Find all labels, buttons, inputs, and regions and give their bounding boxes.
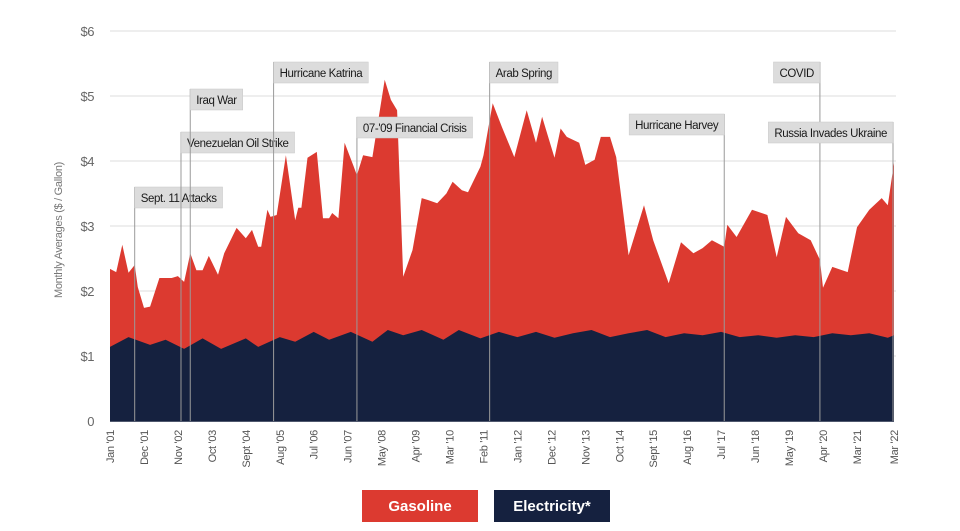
x-tick-label: Aug '16 [682,430,694,465]
annotation: 07-'09 Financial Crisis [356,116,473,421]
annotation-box [768,121,894,144]
x-tick-label: Nov '13 [580,430,592,465]
x-tick-label: Apr '09 [411,430,423,463]
annotation: Venezuelan Oil Strike [180,131,295,421]
x-tick-label: Mar '21 [852,430,864,464]
annotation-label: 07-'09 Financial Crisis [363,123,467,135]
y-tick-label: $2 [81,284,95,299]
annotation-box [773,61,821,84]
annotation-label: Sept. 11 Attacks [141,193,218,205]
annotation-label: Arab Spring [496,68,552,80]
annotation: Arab Spring [489,61,559,421]
legend-electricity: Electricity* [494,490,610,522]
annotation-label: Hurricane Harvey [635,120,719,132]
x-tick-label: Aug '05 [275,430,287,465]
x-tick-label: Oct '03 [207,430,219,463]
annotation-box [134,186,223,209]
x-tick-label: Jul '06 [309,430,321,460]
annotation-label: Venezuelan Oil Strike [187,138,289,150]
annotation-box [273,61,369,84]
y-tick-label: 0 [87,414,94,429]
x-tick-label: Mar '22 [889,430,901,464]
x-tick-label: Mar '10 [445,430,457,464]
legend-gasoline: Gasoline [362,490,478,522]
y-tick-label: $4 [81,154,95,169]
y-tick-label: $6 [81,24,95,39]
annotation-box [356,116,473,139]
annotation: Iraq War [189,88,243,421]
annotation-label: Iraq War [196,95,237,107]
annotation-box [628,113,725,136]
x-tick-label: Sept '04 [241,430,253,468]
x-tick-label: Dec '01 [139,430,151,465]
y-axis-ticks: 0 $1 $2 $3 $4 $5 $6 [81,24,95,429]
annotation: Russia Invades Ukraine [768,121,894,421]
annotation-box [489,61,559,84]
x-tick-label: May '08 [377,430,389,466]
x-axis-ticks: Jan '01 Dec '01 Nov '02 Oct '03 Sept '04 Aug … [105,430,901,468]
chart: Sept. 11 Attacks Venezuelan Oil Strike Ira… [53,24,901,468]
x-tick-label: Nov '02 [173,430,185,465]
x-tick-label: Apr '20 [818,430,830,463]
y-tick-label: $3 [81,219,95,234]
annotations: Sept. 11 Attacks Venezuelan Oil Strike Ira… [134,61,894,421]
x-tick-label: Feb '11 [478,430,490,464]
electricity-area [110,330,894,421]
annotation: Hurricane Harvey [628,113,725,421]
annotation: Sept. 11 Attacks [134,186,223,421]
annotation-box [190,88,243,111]
x-tick-label: Jul '17 [716,430,728,460]
annotation-label: Russia Invades Ukraine [774,128,887,140]
x-tick-label: Jun '18 [750,430,762,463]
y-tick-label: $5 [81,89,95,104]
annotation-box [180,131,295,154]
y-tick-label: $1 [81,349,95,364]
x-tick-label: Jan '12 [512,430,524,463]
x-tick-label: May '19 [784,430,796,466]
y-axis-label: Monthly Averages ($ / Gallon) [53,162,65,298]
x-tick-label: Dec '12 [546,430,558,465]
series-areas [110,79,894,422]
x-tick-label: Jan '01 [105,430,117,463]
x-tick-label: Jun '07 [343,430,355,463]
annotation: Hurricane Katrina [273,61,369,421]
x-tick-label: Sept '15 [648,430,660,468]
annotation-label: Hurricane Katrina [280,68,364,80]
annotation-label: COVID [779,68,814,80]
x-tick-label: Oct '14 [614,430,626,463]
